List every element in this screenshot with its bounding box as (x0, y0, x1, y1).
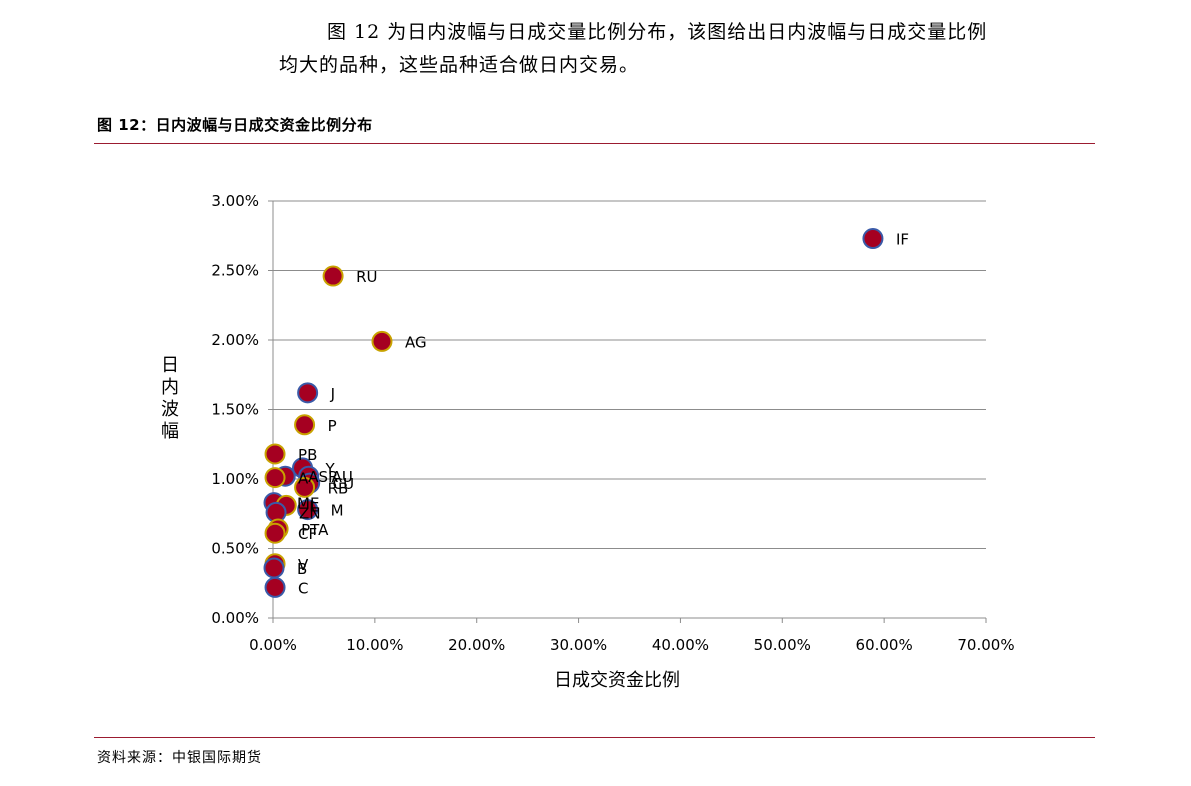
intro-paragraph: 图 12 为日内波幅与日成交量比例分布，该图给出日内波幅与日成交量比例 均大的品… (279, 16, 1109, 82)
gridlines (273, 200, 986, 549)
data-point-j (297, 382, 319, 404)
x-tick-label: 10.00% (346, 636, 403, 654)
y-tick-label: 1.50% (211, 401, 259, 419)
point-label-p: P (328, 417, 337, 435)
point-label-b: B (297, 560, 307, 578)
x-tick-label: 70.00% (957, 636, 1014, 654)
y-tick-label: 2.50% (211, 262, 259, 280)
data-point-m (297, 499, 319, 521)
point-label-if: IF (896, 231, 909, 249)
point-label-cu: CU (333, 475, 354, 493)
data-point-ru (322, 265, 344, 287)
point-label-me: ME (297, 495, 319, 513)
point-label-m: M (331, 502, 344, 520)
point-label-j: J (330, 385, 335, 403)
point-label-zn: ZN (299, 504, 321, 522)
x-axis-title: 日成交资金比例 (554, 670, 680, 691)
point-label-rb: RB (328, 479, 349, 497)
data-point-p (294, 414, 316, 436)
data-points (263, 228, 884, 598)
data-point-ag (371, 330, 393, 352)
point-label-a: A (298, 470, 309, 488)
y-tick-label: 1.00% (211, 470, 259, 488)
point-label-au: AU (332, 468, 353, 486)
point-label-ag: AG (405, 333, 427, 351)
point-label-pta: PTA (301, 521, 329, 539)
data-point-a (264, 467, 286, 489)
intro-line-2: 均大的品种，这些品种适合做日内交易。 (279, 54, 640, 76)
point-label-cf: CF (298, 525, 317, 543)
point-label-y: Y (325, 460, 336, 478)
top-divider (94, 143, 1095, 144)
x-tick-label: 60.00% (856, 636, 913, 654)
point-label-ru: RU (356, 268, 377, 286)
intro-line-1: 图 12 为日内波幅与日成交量比例分布，该图给出日内波幅与日成交量比例 (327, 21, 988, 43)
point-label-pb: PB (298, 446, 317, 464)
data-point-if (862, 228, 884, 250)
x-tick-label: 20.00% (448, 636, 505, 654)
data-point-b (263, 557, 285, 579)
x-tick-label: 40.00% (652, 636, 709, 654)
y-tick-label: 2.00% (211, 331, 259, 349)
y-axis-title: 日内波幅 (161, 355, 179, 442)
point-label-asr: ASR (308, 468, 338, 486)
point-label-c: C (298, 579, 308, 597)
point-label-v: V (298, 556, 309, 574)
bottom-divider (94, 737, 1095, 738)
data-point-rb (294, 476, 316, 498)
y-tick-label: 0.00% (211, 609, 259, 627)
y-tick-label: 3.00% (211, 192, 259, 210)
data-point-cf (264, 522, 286, 544)
data-point-pb (264, 443, 286, 465)
tick-labels: 0.00% 0.50% 1.00% 1.50% 2.00% 2.50% 3.00% 0.00%… (211, 192, 1014, 654)
figure-title: 图 12：日内波幅与日成交资金比例分布 (97, 116, 373, 134)
x-tick-label: 0.00% (249, 636, 297, 654)
source-note: 资料来源：中银国际期货 (97, 750, 262, 766)
point-label-l: L (309, 497, 318, 515)
x-tick-label: 30.00% (550, 636, 607, 654)
axes (268, 200, 987, 623)
y-tick-label: 0.50% (211, 540, 259, 558)
x-tick-label: 50.00% (754, 636, 811, 654)
data-point-c (264, 576, 286, 598)
